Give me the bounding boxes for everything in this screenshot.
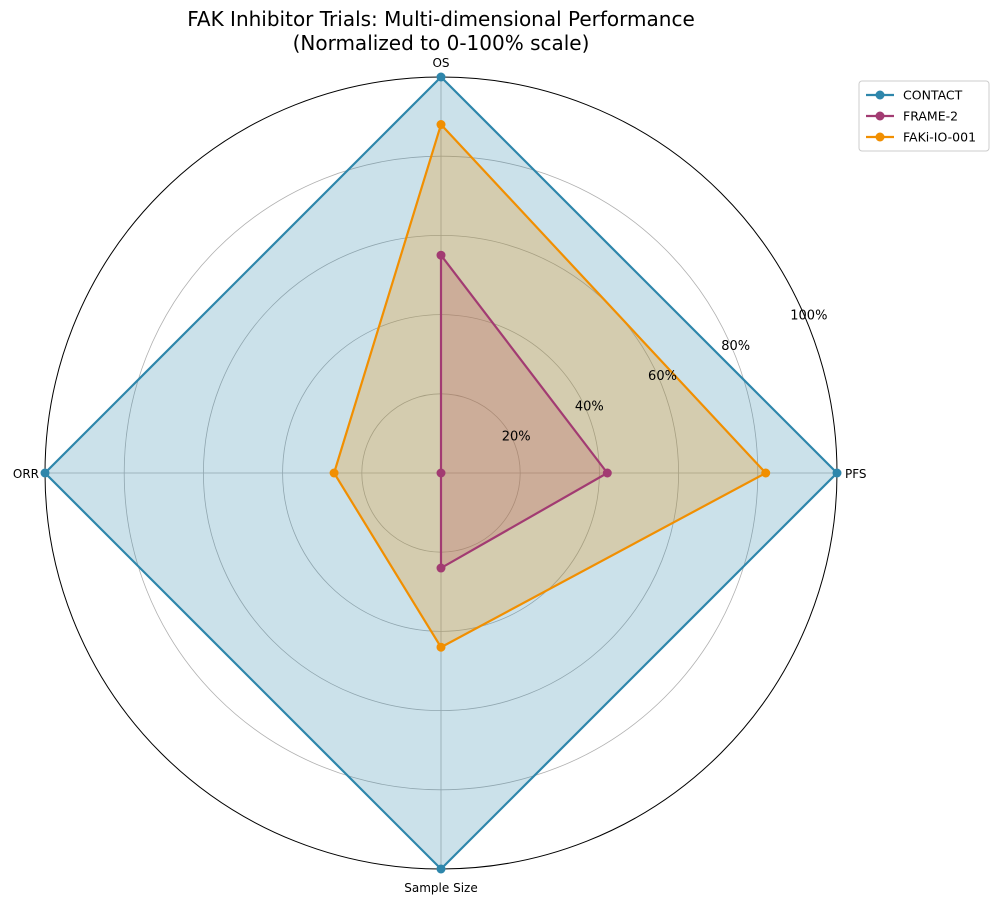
legend-label: FRAME-2 — [903, 109, 958, 124]
data-point — [436, 864, 446, 874]
data-point — [436, 642, 446, 652]
series-layer — [40, 72, 842, 874]
data-point — [832, 468, 842, 478]
legend: CONTACT FRAME-2 FAKi-IO-001 — [858, 80, 990, 152]
data-point — [602, 468, 612, 478]
axis-label-sample-size: Sample Size — [404, 881, 477, 895]
data-point — [436, 563, 446, 573]
r-tick-label: 20% — [502, 430, 531, 445]
legend-marker — [875, 90, 885, 100]
axis-label-os: OS — [432, 56, 449, 70]
data-point — [40, 468, 50, 478]
data-point — [436, 468, 446, 478]
r-tick-label: 80% — [721, 339, 750, 354]
axis-label-orr: ORR — [13, 467, 39, 481]
legend-marker — [875, 111, 885, 121]
data-point — [329, 468, 339, 478]
series-fill-frame-2 — [441, 255, 608, 569]
legend-label: FAKi-IO-001 — [903, 130, 976, 145]
data-point — [436, 72, 446, 82]
axis-labels: PFS OS ORR Sample Size 20% 40% 60% 80% 100% — [13, 56, 867, 895]
chart-title: FAK Inhibitor Trials: Multi-dimensional … — [187, 7, 695, 31]
data-point — [436, 120, 446, 130]
legend-label: CONTACT — [903, 88, 963, 103]
r-tick-label: 60% — [648, 369, 677, 384]
r-tick-label: 40% — [575, 399, 604, 414]
legend-marker — [875, 132, 885, 142]
chart-subtitle: (Normalized to 0-100% scale) — [293, 31, 590, 55]
data-point — [761, 468, 771, 478]
axis-label-pfs: PFS — [845, 467, 867, 481]
legend-frame — [858, 80, 990, 152]
data-point — [436, 250, 446, 260]
r-tick-label: 100% — [790, 308, 827, 323]
